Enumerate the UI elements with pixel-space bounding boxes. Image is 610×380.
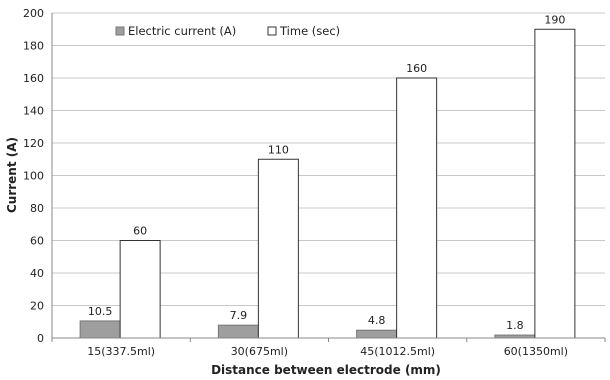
legend-swatch-current bbox=[115, 26, 125, 36]
bar-electric-current bbox=[356, 329, 398, 339]
y-tick-label: 60 bbox=[30, 235, 44, 248]
x-axis-title: Distance between electrode (mm) bbox=[211, 363, 441, 377]
y-tick-label: 200 bbox=[23, 7, 44, 20]
y-axis-title: Current (A) bbox=[5, 137, 19, 213]
legend: Electric current (A) Time (sec) bbox=[115, 24, 340, 38]
legend-label-current: Electric current (A) bbox=[128, 24, 236, 38]
data-label-time: 110 bbox=[268, 143, 289, 156]
y-tick-label: 160 bbox=[23, 72, 44, 85]
y-tick-label: 140 bbox=[23, 105, 44, 118]
x-tick-label: 60(1350ml) bbox=[504, 345, 568, 358]
data-label-time: 60 bbox=[133, 225, 147, 238]
data-label-current: 7.9 bbox=[230, 309, 248, 322]
bar-time bbox=[257, 158, 299, 339]
y-tick-label: 0 bbox=[37, 332, 44, 345]
y-tick-label: 40 bbox=[30, 267, 44, 280]
y-tick-label: 20 bbox=[30, 300, 44, 313]
data-label-current: 1.8 bbox=[506, 319, 524, 332]
data-label-current: 4.8 bbox=[368, 314, 386, 327]
x-tick-label: 45(1012.5ml) bbox=[360, 345, 435, 358]
axes bbox=[51, 13, 606, 342]
data-label-time: 160 bbox=[406, 62, 427, 75]
bar-electric-current bbox=[217, 324, 259, 339]
labels: 0 20 40 60 80 100 120 140 160 180 200 10.5 60 15(337.… bbox=[23, 7, 568, 358]
x-tick-label: 15(337.5ml) bbox=[87, 345, 155, 358]
legend-swatch-time bbox=[267, 26, 277, 36]
bar-electric-current bbox=[79, 320, 121, 339]
y-tick-label: 100 bbox=[23, 170, 44, 183]
x-tick-label: 30(675ml) bbox=[231, 345, 288, 358]
y-tick-label: 80 bbox=[30, 202, 44, 215]
bar-time bbox=[119, 240, 161, 339]
data-label-time: 190 bbox=[544, 13, 565, 26]
bar-time bbox=[396, 77, 438, 339]
data-label-current: 10.5 bbox=[88, 305, 113, 318]
legend-label-time: Time (sec) bbox=[279, 24, 340, 38]
y-tick-label: 120 bbox=[23, 137, 44, 150]
bar-time bbox=[534, 28, 576, 339]
bars bbox=[79, 28, 576, 339]
y-tick-label: 180 bbox=[23, 40, 44, 53]
